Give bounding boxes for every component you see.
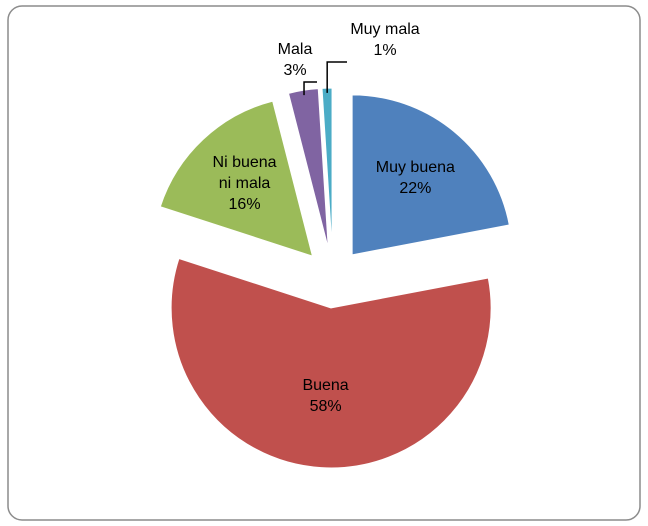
data-label: Mala 3% bbox=[250, 39, 340, 81]
category-label: Mala bbox=[277, 41, 313, 58]
value-label: 22% bbox=[399, 180, 432, 198]
data-label: Muy buena 22% bbox=[370, 157, 460, 199]
pie-slice bbox=[287, 88, 329, 249]
value-label: 58% bbox=[309, 397, 342, 415]
leader-line bbox=[326, 61, 347, 93]
value-label: 16% bbox=[228, 196, 261, 214]
pie-slice bbox=[351, 94, 510, 256]
pie-slice bbox=[159, 100, 314, 257]
category-label: Ni buena ni mala bbox=[212, 154, 277, 193]
data-label: Ni buena ni mala 16% bbox=[209, 152, 281, 215]
data-label: Muy mala 1% bbox=[340, 19, 430, 61]
chart-border bbox=[7, 5, 641, 521]
value-label: 1% bbox=[373, 42, 397, 59]
category-label: Buena bbox=[302, 376, 349, 394]
category-label: Muy mala bbox=[350, 21, 420, 38]
category-label: Muy buena bbox=[375, 159, 455, 177]
pie-slice bbox=[170, 257, 492, 469]
leader-line bbox=[303, 81, 317, 96]
value-label: 3% bbox=[283, 62, 307, 79]
data-label: Buena 58% bbox=[281, 375, 371, 417]
